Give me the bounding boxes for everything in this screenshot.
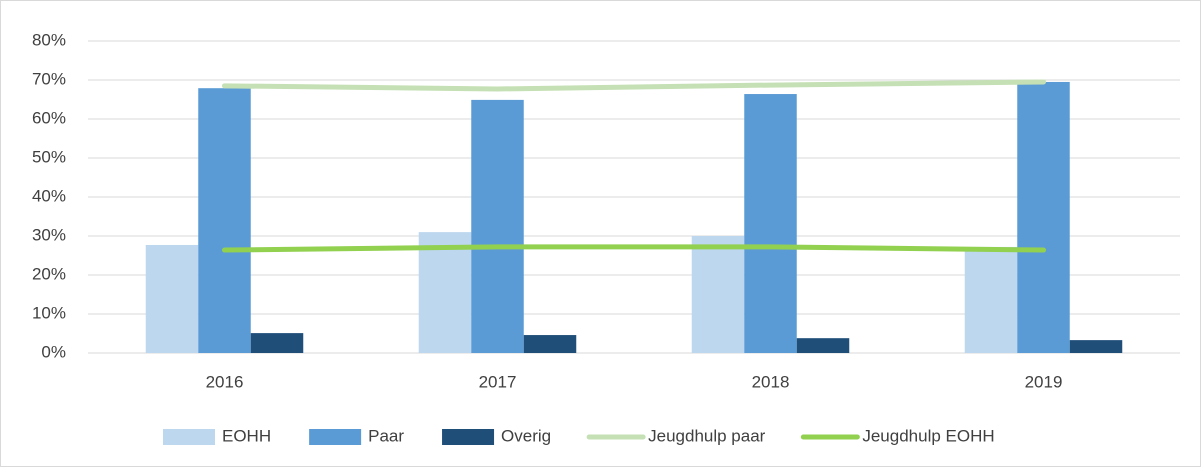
x-tick-label: 2018 <box>752 372 790 391</box>
legend-label: Overig <box>501 426 551 445</box>
bar <box>250 333 304 353</box>
y-tick-label: 30% <box>32 225 66 244</box>
legend-label: Jeugdhulp EOHH <box>862 426 994 445</box>
line-series <box>222 244 1046 253</box>
bar <box>691 236 745 353</box>
bar <box>198 88 251 353</box>
bar <box>1017 81 1070 353</box>
y-tick-label: 70% <box>32 69 66 88</box>
y-tick-label: 60% <box>32 108 66 127</box>
y-tick-label: 20% <box>32 264 66 283</box>
y-tick-label: 40% <box>32 186 66 205</box>
legend-swatch <box>442 429 495 445</box>
bar <box>471 99 524 353</box>
y-tick-label: 10% <box>32 303 66 322</box>
y-tick-label: 80% <box>32 30 66 49</box>
bar <box>523 335 577 353</box>
bar <box>796 338 850 353</box>
y-tick-label: 0% <box>41 342 66 361</box>
bar <box>145 244 199 353</box>
line-series <box>222 79 1046 92</box>
x-tick-label: 2017 <box>479 372 517 391</box>
y-tick-label: 50% <box>32 147 66 166</box>
x-tick-label: 2016 <box>206 372 244 391</box>
bar <box>1069 340 1123 353</box>
legend-swatch <box>163 429 215 445</box>
bar <box>418 232 472 353</box>
legend-label: EOHH <box>222 426 271 445</box>
legend-label: Jeugdhulp paar <box>648 426 766 445</box>
bar <box>744 94 797 353</box>
legend-label: Paar <box>368 426 404 445</box>
legend-swatch <box>309 429 362 445</box>
bar <box>964 246 1018 353</box>
x-tick-label: 2019 <box>1025 372 1063 391</box>
